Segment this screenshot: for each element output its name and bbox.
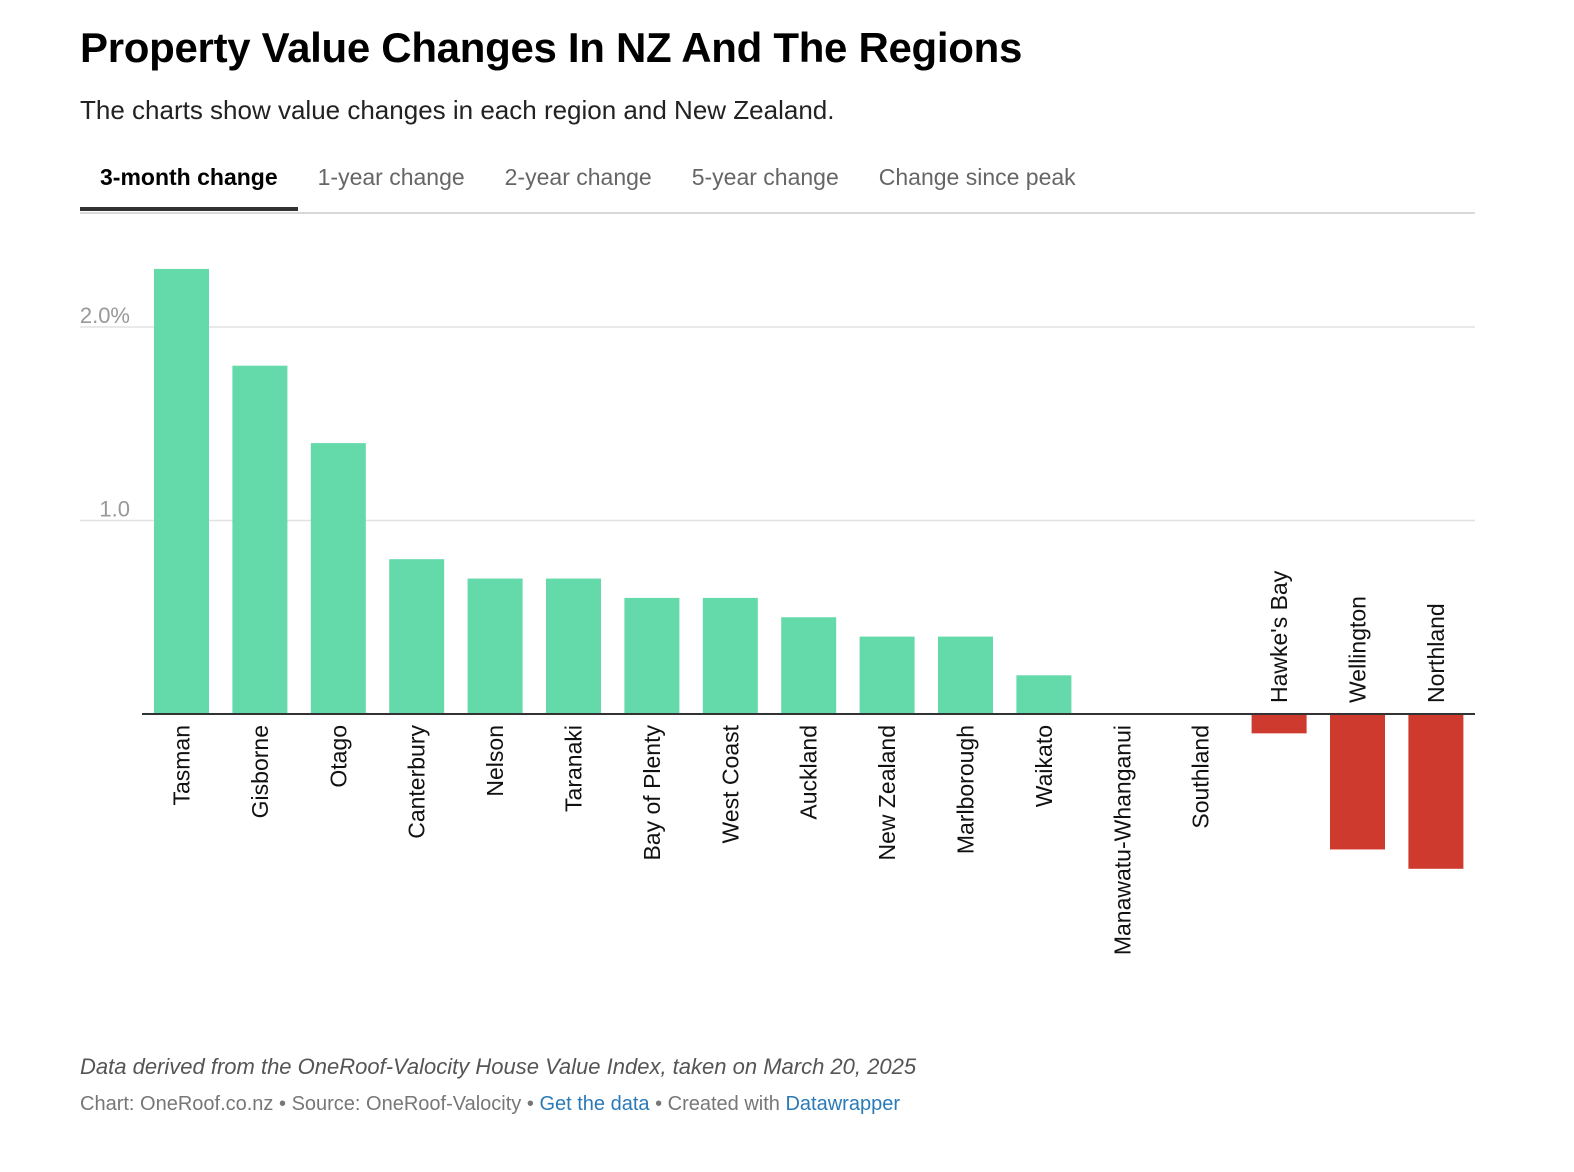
- x-tick-label: New Zealand: [874, 725, 900, 861]
- footer-separator: •: [273, 1093, 292, 1115]
- x-tick-label: Marlborough: [953, 725, 979, 854]
- datawrapper-link[interactable]: Datawrapper: [785, 1093, 900, 1115]
- y-tick-label: 2.0%: [80, 303, 130, 328]
- chart-subtitle: The charts show value changes in each re…: [80, 95, 835, 125]
- bar: [389, 559, 445, 714]
- get-the-data-link[interactable]: Get the data: [539, 1093, 650, 1115]
- x-tick-label: Waikato: [1031, 725, 1057, 807]
- footer-separator: •: [521, 1093, 540, 1115]
- tab-change-since-peak[interactable]: Change since peak: [878, 164, 1076, 190]
- x-tick-label: Southland: [1188, 725, 1214, 829]
- x-tick-label: Bay of Plenty: [639, 725, 665, 861]
- chart-notes: Data derived from the OneRoof-Valocity H…: [80, 1054, 917, 1079]
- x-tick-label: Taranaki: [561, 725, 587, 812]
- chart-credit: Chart: OneRoof.co.nz: [80, 1093, 274, 1115]
- x-tick-label: Otago: [325, 725, 351, 788]
- bar: [859, 636, 915, 714]
- tab-bar: 3-month change 1-year change 2-year chan…: [80, 150, 1475, 214]
- x-tick-label: Tasman: [169, 725, 195, 806]
- bar: [624, 597, 680, 714]
- bar: [467, 578, 523, 714]
- x-tick-label: Auckland: [796, 725, 822, 820]
- x-tick-label: Nelson: [482, 725, 508, 797]
- bar: [781, 617, 837, 714]
- bar: [1016, 675, 1072, 714]
- tab-5-year-change[interactable]: 5-year change: [691, 164, 839, 190]
- tab-2-year-change[interactable]: 2-year change: [504, 164, 652, 190]
- source-text: Source: OneRoof-Valocity: [291, 1093, 522, 1115]
- bar: [154, 268, 209, 714]
- bar: [702, 597, 758, 714]
- footer-separator: •: [649, 1093, 668, 1115]
- bar: [1330, 714, 1385, 850]
- x-tick-label: Canterbury: [404, 725, 430, 839]
- x-tick-label: Gisborne: [247, 725, 273, 818]
- bar: [546, 578, 601, 714]
- x-tick-label: Northland: [1423, 603, 1449, 703]
- x-tick-label: West Coast: [717, 724, 743, 843]
- bar: [232, 365, 288, 714]
- chart-footer: Chart: OneRoof.co.nz • Source: OneRoof-V…: [80, 1093, 900, 1116]
- x-tick-label: Manawatu-Whanganui: [1109, 725, 1135, 955]
- bar-chart: 2.0% 1.0 Tasman Gisborne Otago Canterbury Nels…: [80, 268, 1475, 955]
- bar: [1408, 714, 1464, 869]
- x-tick-label: Hawke's Bay: [1266, 570, 1292, 703]
- bar: [1251, 714, 1307, 734]
- y-tick-label: 1.0: [99, 497, 130, 522]
- tab-3-month-change[interactable]: 3-month change: [80, 150, 298, 211]
- tab-1-year-change[interactable]: 1-year change: [317, 164, 465, 190]
- x-tick-label: Wellington: [1345, 596, 1371, 703]
- bar: [310, 443, 366, 714]
- created-with-text: Created with: [667, 1093, 780, 1115]
- bar: [938, 636, 993, 714]
- chart-title: Property Value Changes In NZ And The Reg…: [80, 24, 1023, 71]
